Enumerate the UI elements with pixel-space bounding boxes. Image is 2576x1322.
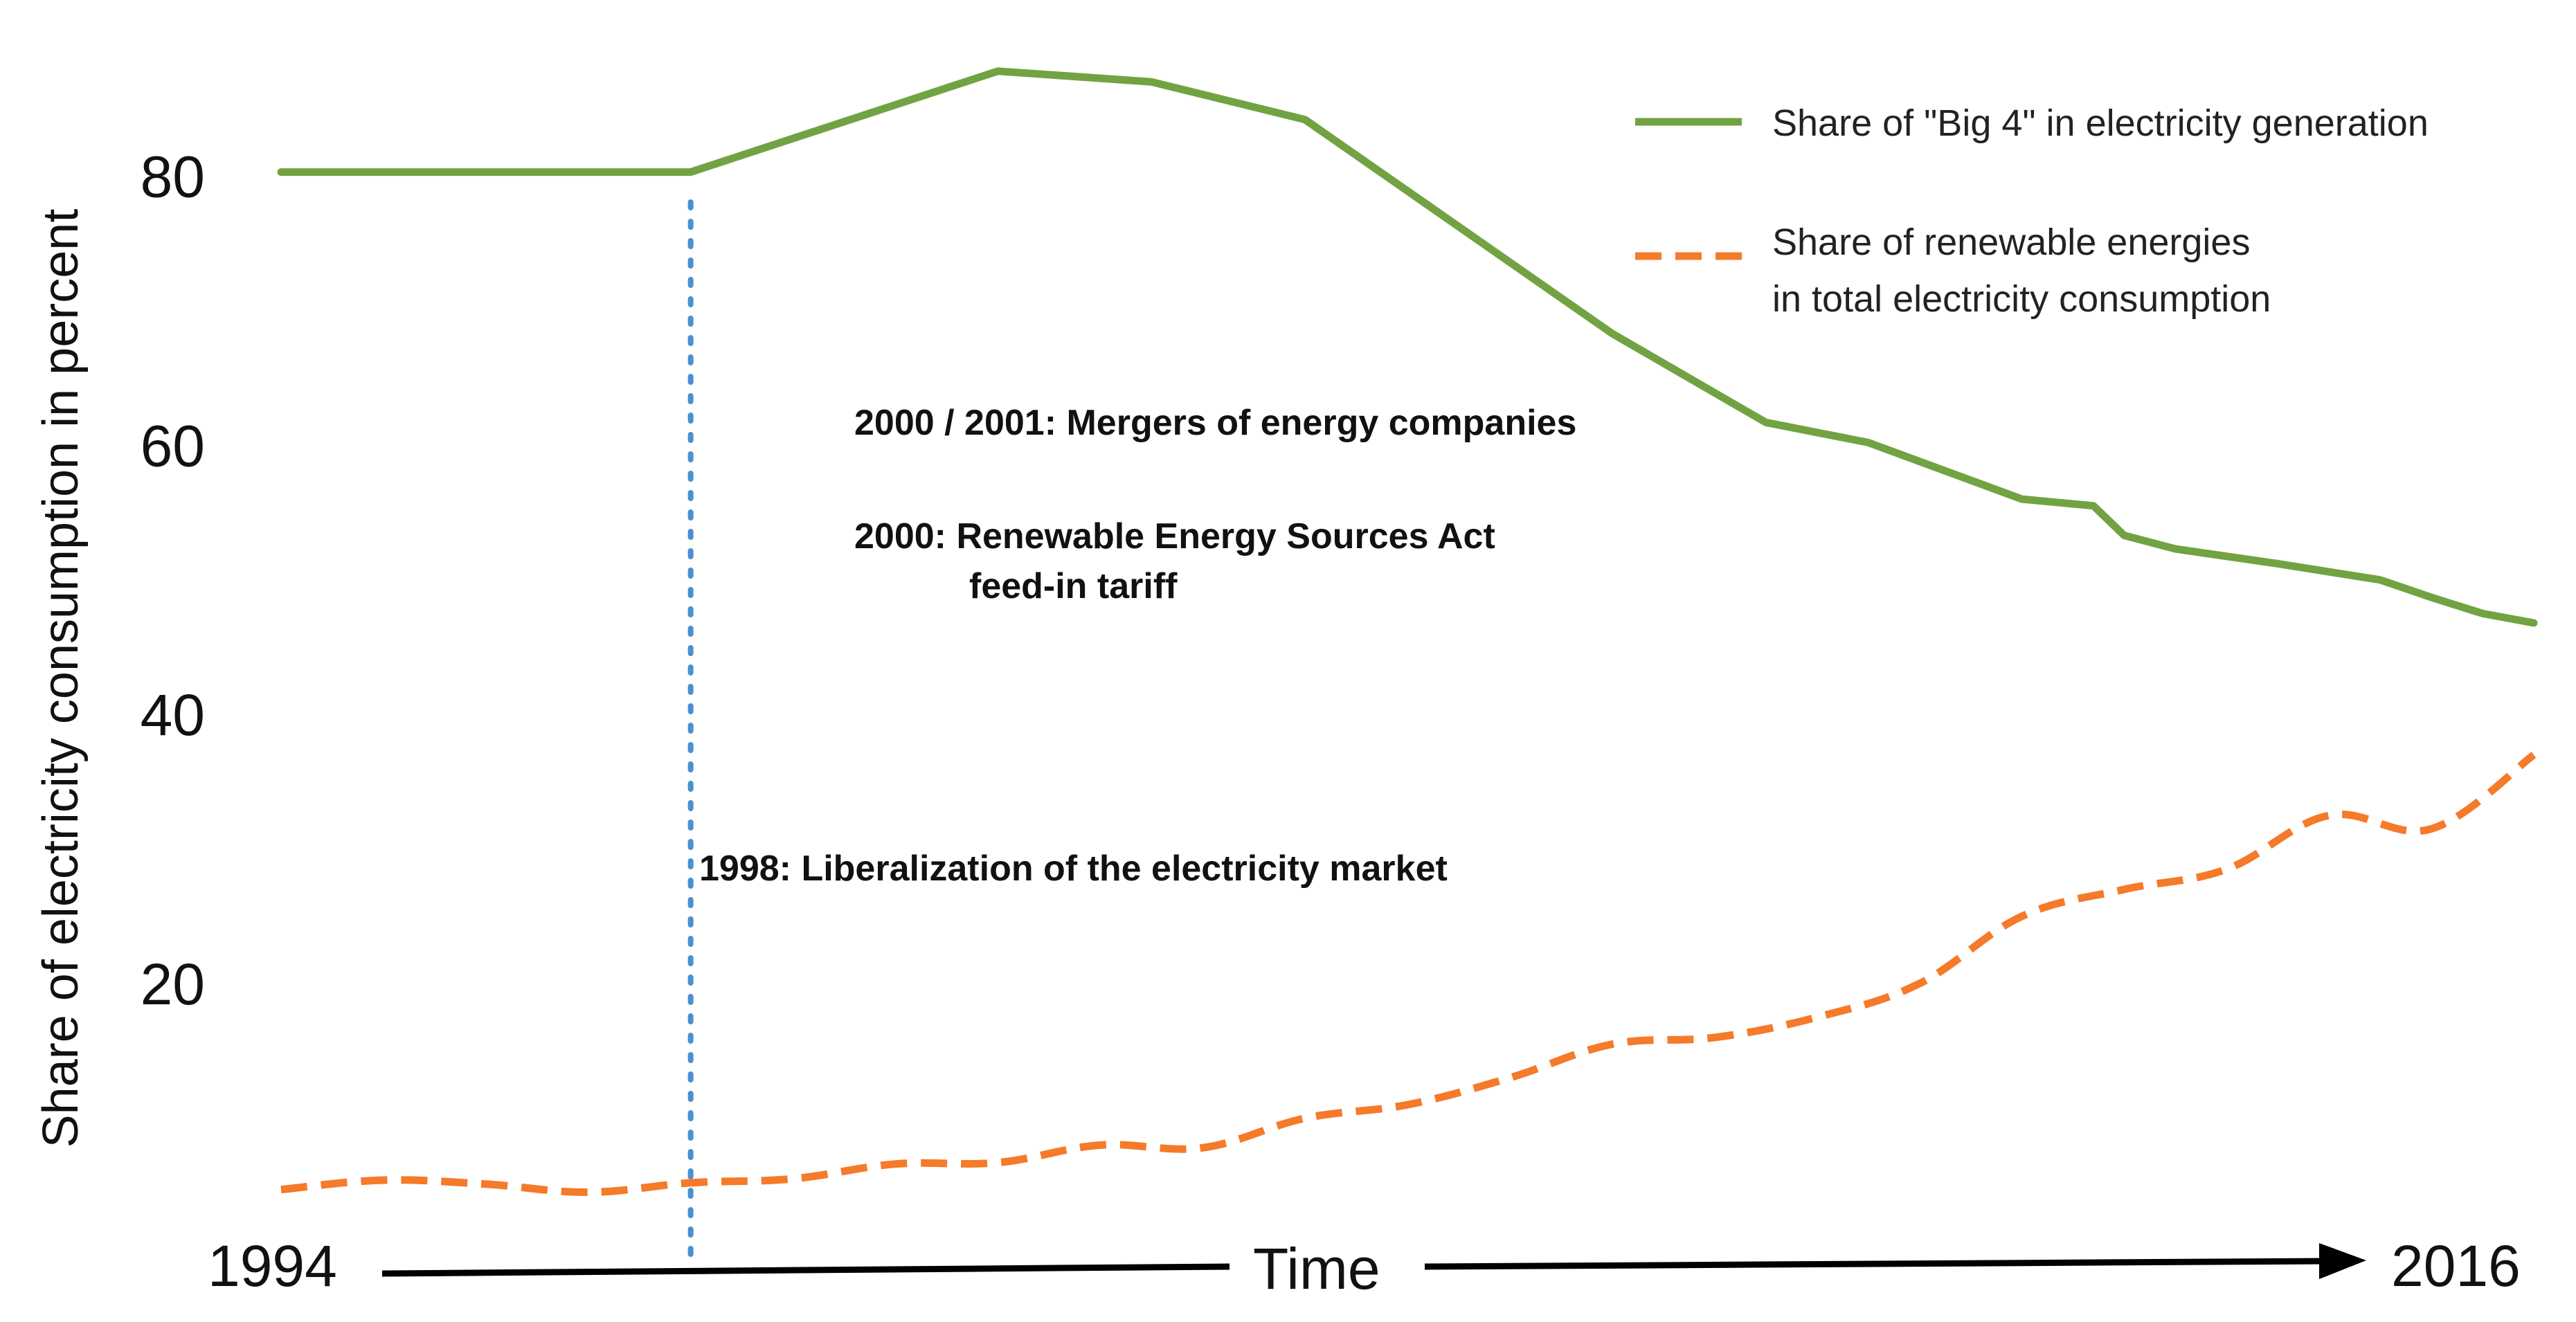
annotation-mergers: 2000 / 2001: Mergers of energy companies — [854, 403, 1576, 443]
legend-label-renewables-line2: in total electricity consumption — [1772, 278, 2271, 320]
x-start-label: 1994 — [208, 1233, 337, 1298]
y-tick-label: 80 — [141, 144, 205, 209]
y-tick-label: 40 — [141, 682, 205, 748]
time-axis-arrowhead — [2319, 1243, 2366, 1279]
y-axis-label: Share of electricity consumption in perc… — [33, 209, 89, 1148]
legend-label-big4: Share of "Big 4" in electricity generati… — [1772, 102, 2429, 144]
annotation-liberalization: 1998: Liberalization of the electricity … — [699, 849, 1448, 889]
y-ticks: 20 40 60 80 — [141, 144, 205, 1017]
annotation-eeg-line2: feed-in tariff — [969, 566, 1178, 606]
time-axis-right-segment — [1424, 1258, 2327, 1270]
y-tick-label: 20 — [141, 952, 205, 1017]
legend-label-renewables-line1: Share of renewable energies — [1772, 221, 2250, 263]
time-axis-left-segment — [381, 1263, 1230, 1277]
x-end-label: 2016 — [2391, 1233, 2521, 1298]
annotation-eeg-line1: 2000: Renewable Energy Sources Act — [854, 516, 1495, 556]
renewables-series-line — [280, 752, 2537, 1197]
y-tick-label: 60 — [141, 413, 205, 478]
legend: Share of "Big 4" in electricity generati… — [1635, 102, 2429, 320]
x-axis-label: Time — [1253, 1236, 1380, 1301]
big4-series-line — [277, 67, 2538, 627]
